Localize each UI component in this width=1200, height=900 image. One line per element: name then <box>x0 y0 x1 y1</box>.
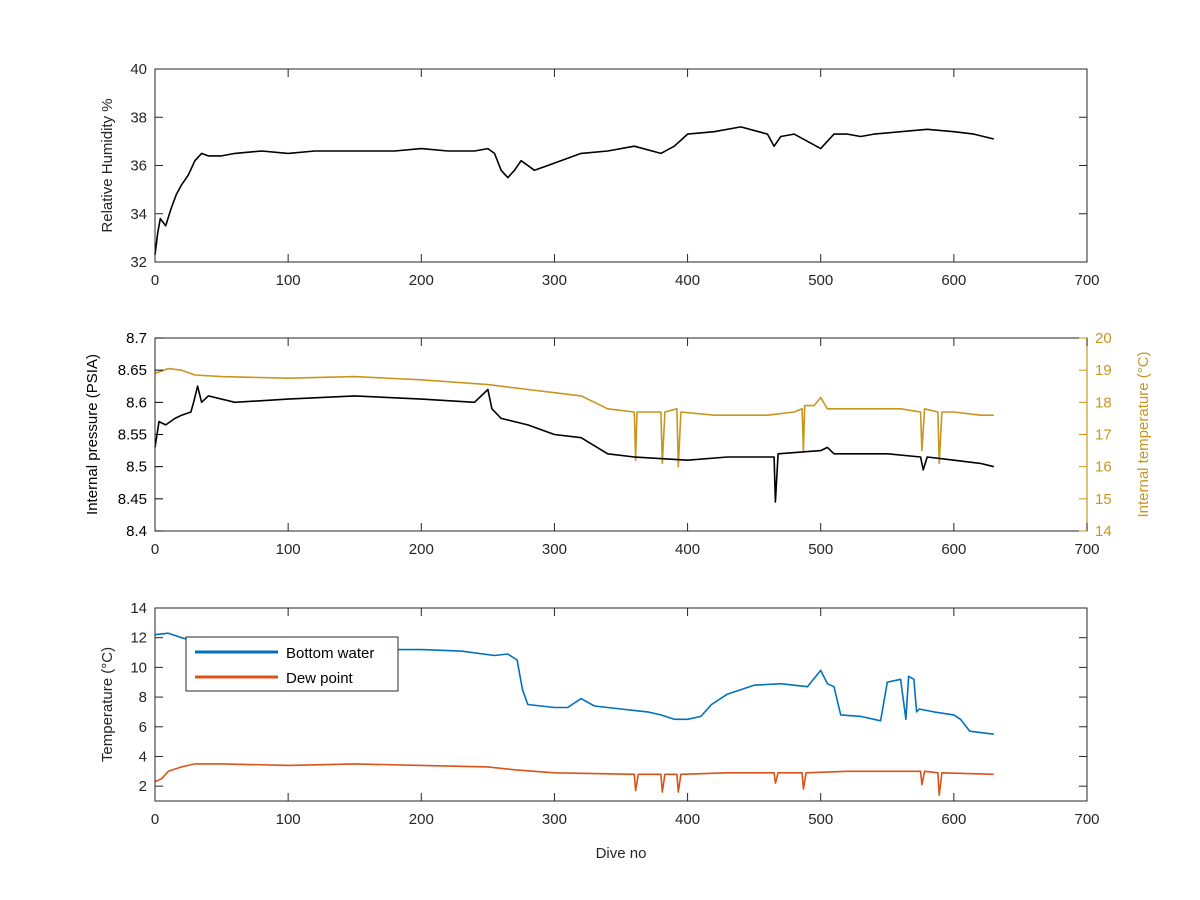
temperature-panel: 0 100 200 300 400 500 600 700 2 4 6 8 10 12 14 Tempera… <box>99 600 1100 862</box>
right-y-tick-label: 20 <box>1095 330 1112 347</box>
pressure-panel: 0 100 200 300 400 500 600 700 8.4 8.45 8.5 8.55 8.6 8… <box>84 330 1152 558</box>
x-axis-label: Dive no <box>596 845 647 862</box>
x-tick-label: 400 <box>675 272 700 289</box>
y-tick-label: 12 <box>130 630 147 647</box>
x-tick-label: 400 <box>675 541 700 558</box>
legend: Bottom water Dew point <box>185 636 399 692</box>
x-tick-label: 400 <box>675 811 700 828</box>
x-tick-label: 0 <box>151 541 159 558</box>
temperature-axes-box <box>154 607 1088 802</box>
right-y-tick-label: 19 <box>1095 362 1112 379</box>
x-tick-label: 600 <box>941 811 966 828</box>
y-tick-label: 14 <box>130 600 147 617</box>
x-tick-label: 100 <box>276 541 301 558</box>
pressure-y-axis-label: Internal pressure (PSIA) <box>84 354 101 515</box>
y-tick-label: 6 <box>139 719 147 736</box>
x-tick-label: 500 <box>808 272 833 289</box>
x-tick-label: 200 <box>409 811 434 828</box>
y-tick-label: 10 <box>130 659 147 676</box>
x-tick-label: 100 <box>276 272 301 289</box>
temperature-lines <box>154 632 994 796</box>
y-tick-label: 32 <box>130 254 147 271</box>
x-tick-label: 300 <box>542 541 567 558</box>
y-tick-label: 8.5 <box>126 459 147 476</box>
temperature-ticks: 0 100 200 300 400 500 600 700 2 4 6 8 10 12 14 <box>130 600 1099 828</box>
humidity-lines <box>154 126 994 255</box>
x-tick-label: 700 <box>1074 272 1099 289</box>
right-y-tick-label: 15 <box>1095 491 1112 508</box>
humidity-panel: 0 100 200 300 400 500 600 700 32 34 36 38 40 Relativ… <box>99 61 1100 289</box>
humidity-ticks: 0 100 200 300 400 500 600 700 32 34 36 38 40 <box>130 61 1099 289</box>
panel-1-series-1-line <box>154 385 994 503</box>
panel-1-series-0-line <box>154 367 994 468</box>
y-tick-label: 38 <box>130 109 147 126</box>
x-tick-label: 600 <box>941 541 966 558</box>
x-tick-label: 700 <box>1074 811 1099 828</box>
y-tick-label: 8.55 <box>118 427 147 444</box>
y-tick-label: 8.4 <box>126 523 147 540</box>
panel-0-series-0-line <box>154 126 994 255</box>
x-tick-label: 700 <box>1074 541 1099 558</box>
panel-2-bottom-water-line <box>154 632 994 735</box>
right-y-tick-label: 18 <box>1095 394 1112 411</box>
temperature-y-axis-label: Temperature (°C) <box>99 647 116 762</box>
legend-box <box>185 636 399 692</box>
y-tick-label: 40 <box>130 61 147 78</box>
y-tick-label: 8.45 <box>118 491 147 508</box>
y-tick-label: 2 <box>139 778 147 795</box>
y-tick-label: 8 <box>139 689 147 706</box>
humidity-y-axis-label: Relative Humidity % <box>99 98 116 232</box>
pressure-ticks: 0 100 200 300 400 500 600 700 8.4 8.45 8.5 8.55 8.6 8… <box>118 330 1112 558</box>
right-y-tick-label: 16 <box>1095 459 1112 476</box>
pressure-temperature-lines <box>154 367 994 503</box>
x-tick-label: 500 <box>808 541 833 558</box>
x-tick-label: 600 <box>941 272 966 289</box>
legend-label-bottom-water: Bottom water <box>286 645 374 662</box>
x-tick-label: 0 <box>151 272 159 289</box>
right-y-tick-label: 17 <box>1095 427 1112 444</box>
y-tick-label: 36 <box>130 158 147 175</box>
x-tick-label: 200 <box>409 272 434 289</box>
y-tick-label: 8.6 <box>126 394 147 411</box>
y-tick-label: 4 <box>139 748 147 765</box>
y-tick-label: 8.7 <box>126 330 147 347</box>
x-tick-label: 300 <box>542 272 567 289</box>
internal-temperature-y-axis-label: Internal temperature (°C) <box>1135 351 1152 517</box>
y-tick-label: 34 <box>130 206 147 223</box>
x-tick-label: 200 <box>409 541 434 558</box>
x-tick-label: 300 <box>542 811 567 828</box>
y-tick-label: 8.65 <box>118 362 147 379</box>
panel-2-dew-point-line <box>154 763 994 796</box>
x-tick-label: 100 <box>276 811 301 828</box>
legend-label-dew-point: Dew point <box>286 670 354 687</box>
right-y-tick-label: 14 <box>1095 523 1112 540</box>
x-tick-label: 500 <box>808 811 833 828</box>
x-tick-label: 0 <box>151 811 159 828</box>
